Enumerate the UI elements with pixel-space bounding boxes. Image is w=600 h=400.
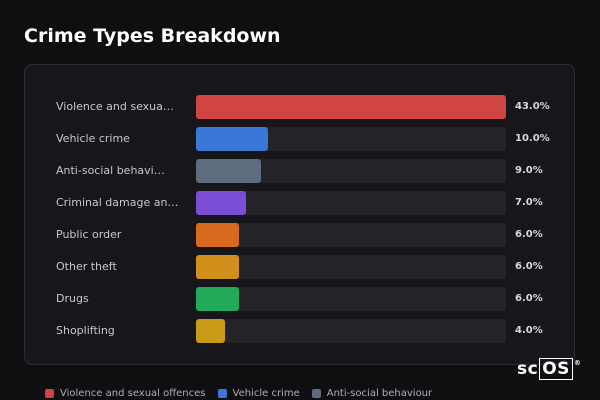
bar-track (196, 255, 506, 279)
value-label: 6.0% (515, 293, 543, 304)
category-label: Vehicle crime (56, 132, 130, 145)
legend: Violence and sexual offences Vehicle crim… (45, 386, 432, 400)
bar (196, 319, 225, 343)
value-label: 10.0% (515, 133, 550, 144)
category-label: Shoplifting (56, 324, 115, 337)
legend-item[interactable]: Anti-social behaviour (311, 387, 433, 399)
legend-swatch (45, 388, 54, 398)
bar (196, 127, 269, 151)
chart-panel: Violence and sexua… 43.0% Vehicle crime 10.… (24, 64, 575, 365)
bar-track (196, 319, 506, 343)
bar-track (196, 95, 506, 119)
legend-label: Vehicle crime (232, 387, 300, 399)
bar (196, 223, 240, 247)
category-label: Violence and sexua… (56, 100, 174, 113)
legend-swatch (217, 388, 227, 398)
bar-row: Violence and sexua… 43.0% (25, 95, 574, 119)
value-label: 6.0% (515, 261, 543, 272)
bar (196, 255, 240, 279)
legend-label: Anti-social behaviour (326, 387, 433, 399)
category-label: Drugs (56, 292, 89, 305)
bar-track (196, 191, 506, 215)
logo-text-a: sc (517, 359, 539, 379)
bar-row: Public order 6.0% (25, 223, 574, 247)
scos-logo: sc OS ® (517, 358, 582, 380)
category-label: Criminal damage an… (56, 196, 179, 209)
bar-row: Drugs 6.0% (25, 287, 574, 311)
bar-track (196, 159, 506, 183)
category-label: Public order (56, 228, 122, 241)
logo-registered-mark: ® (573, 359, 582, 367)
value-label: 6.0% (515, 229, 543, 240)
bar-track (196, 223, 506, 247)
category-label: Anti-social behavi… (56, 164, 165, 177)
chart-title: Crime Types Breakdown (24, 25, 281, 47)
legend-item[interactable]: Vehicle crime (217, 387, 300, 399)
legend-item[interactable]: Violence and sexual offences (45, 388, 206, 399)
bar-row: Criminal damage an… 7.0% (25, 191, 574, 215)
legend-label: Violence and sexual offences (60, 387, 206, 399)
bar (196, 191, 247, 215)
bar-track (196, 127, 506, 151)
bar (196, 95, 506, 119)
bar (196, 159, 261, 183)
bar-row: Anti-social behavi… 9.0% (25, 159, 574, 183)
value-label: 9.0% (515, 165, 543, 176)
legend-swatch (311, 388, 321, 398)
logo-text-b: OS (539, 358, 573, 380)
bar-row: Vehicle crime 10.0% (25, 127, 574, 151)
bar-row: Shoplifting 4.0% (25, 319, 574, 343)
value-label: 43.0% (515, 101, 550, 112)
value-label: 4.0% (515, 325, 543, 336)
category-label: Other theft (56, 260, 117, 273)
value-label: 7.0% (515, 197, 543, 208)
bar-row: Other theft 6.0% (25, 255, 574, 279)
bar (196, 287, 240, 311)
bar-track (196, 287, 506, 311)
